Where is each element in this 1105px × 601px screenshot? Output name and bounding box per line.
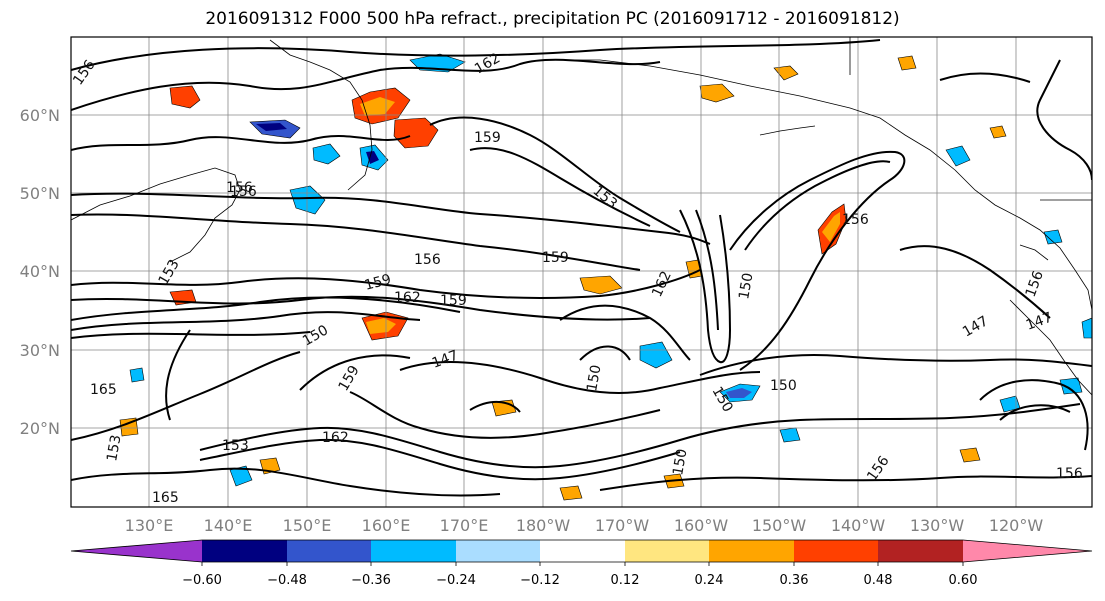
contour-label: 156 <box>414 252 441 268</box>
lon-label: 140°W <box>831 516 886 535</box>
lon-label: 140°E <box>204 516 253 535</box>
refractivity-contours <box>71 39 1092 497</box>
lon-label: 160°W <box>674 516 729 535</box>
contour-label: 156 <box>230 184 257 200</box>
colorbar-segment <box>71 540 202 562</box>
colorbar-segment <box>963 540 1092 562</box>
lon-label: 150°W <box>752 516 807 535</box>
colorbar-segment <box>287 540 371 562</box>
lat-label: 30°N <box>20 341 60 360</box>
colorbar-ticks <box>201 562 964 566</box>
lon-label: 130°W <box>910 516 965 535</box>
colorbar-segment <box>540 540 625 562</box>
map-title: 2016091312 F000 500 hPa refract., precip… <box>205 9 900 29</box>
colorbar-tick-label: 0.12 <box>611 573 640 588</box>
contour-label: 162 <box>322 430 349 446</box>
contour-label: 150 <box>770 378 797 394</box>
colorbar-tick-labels: −0.60 −0.48 −0.36 −0.24 −0.12 0.12 0.24 … <box>182 573 977 588</box>
lon-label: 130°E <box>125 516 174 535</box>
contour-label: 156 <box>226 180 253 196</box>
colorbar-segment <box>371 540 456 562</box>
lon-label: 170°E <box>440 516 489 535</box>
map-plot-area: 156 162 159 156 153 159 162 159 156 156 … <box>70 36 1093 508</box>
colorbar-segment <box>709 540 794 562</box>
contour-label: 150 <box>670 448 690 477</box>
lat-label: 40°N <box>20 262 60 281</box>
lon-label: 150°E <box>283 516 332 535</box>
colorbar-tick-label: 0.60 <box>949 573 978 588</box>
colorbar-tick-label: −0.24 <box>436 573 476 588</box>
contour-label: 165 <box>90 382 117 398</box>
contour-label: 150 <box>584 364 604 393</box>
colorbar-tick-label: −0.60 <box>182 573 222 588</box>
latitude-labels: 60°N 50°N 40°N 30°N 20°N <box>20 106 60 438</box>
colorbar-segments <box>71 540 1092 562</box>
contour-label: 156 <box>842 212 869 228</box>
lat-label: 20°N <box>20 419 60 438</box>
colorbar-tick-label: 0.48 <box>864 573 893 588</box>
colorbar-segment <box>878 540 963 562</box>
lon-label: 120°W <box>989 516 1044 535</box>
colorbar: −0.60 −0.48 −0.36 −0.24 −0.12 0.12 0.24 … <box>70 539 1093 588</box>
lat-label: 50°N <box>20 184 60 203</box>
contour-label: 159 <box>542 250 569 266</box>
colorbar-tick-label: −0.48 <box>267 573 307 588</box>
colorbar-segment <box>625 540 709 562</box>
contour-label: 156 <box>1056 466 1083 482</box>
contour-label: 165 <box>152 490 179 506</box>
colorbar-segment <box>456 540 540 562</box>
colorbar-tick-label: −0.12 <box>520 573 560 588</box>
colorbar-segment <box>794 540 878 562</box>
colorbar-segment <box>202 540 287 562</box>
lon-label: 160°E <box>362 516 411 535</box>
longitude-labels: 130°E 140°E 150°E 160°E 170°E 180°W 170°… <box>125 516 1044 535</box>
contour-label: 150 <box>736 272 756 301</box>
colorbar-tick-label: 0.24 <box>695 573 724 588</box>
lat-label: 60°N <box>20 106 60 125</box>
contour-label: 159 <box>363 271 393 293</box>
contour-label: 159 <box>440 293 467 309</box>
lon-label: 180°W <box>516 516 571 535</box>
contour-label: 159 <box>474 130 501 146</box>
contour-label: 162 <box>394 290 421 306</box>
colorbar-tick-label: −0.36 <box>351 573 391 588</box>
lon-label: 170°W <box>595 516 650 535</box>
coastlines <box>71 37 1092 396</box>
map-frame <box>70 36 1093 508</box>
colorbar-tick-label: 0.36 <box>780 573 809 588</box>
contour-label: 153 <box>222 438 249 454</box>
contour-label: 153 <box>104 434 124 463</box>
